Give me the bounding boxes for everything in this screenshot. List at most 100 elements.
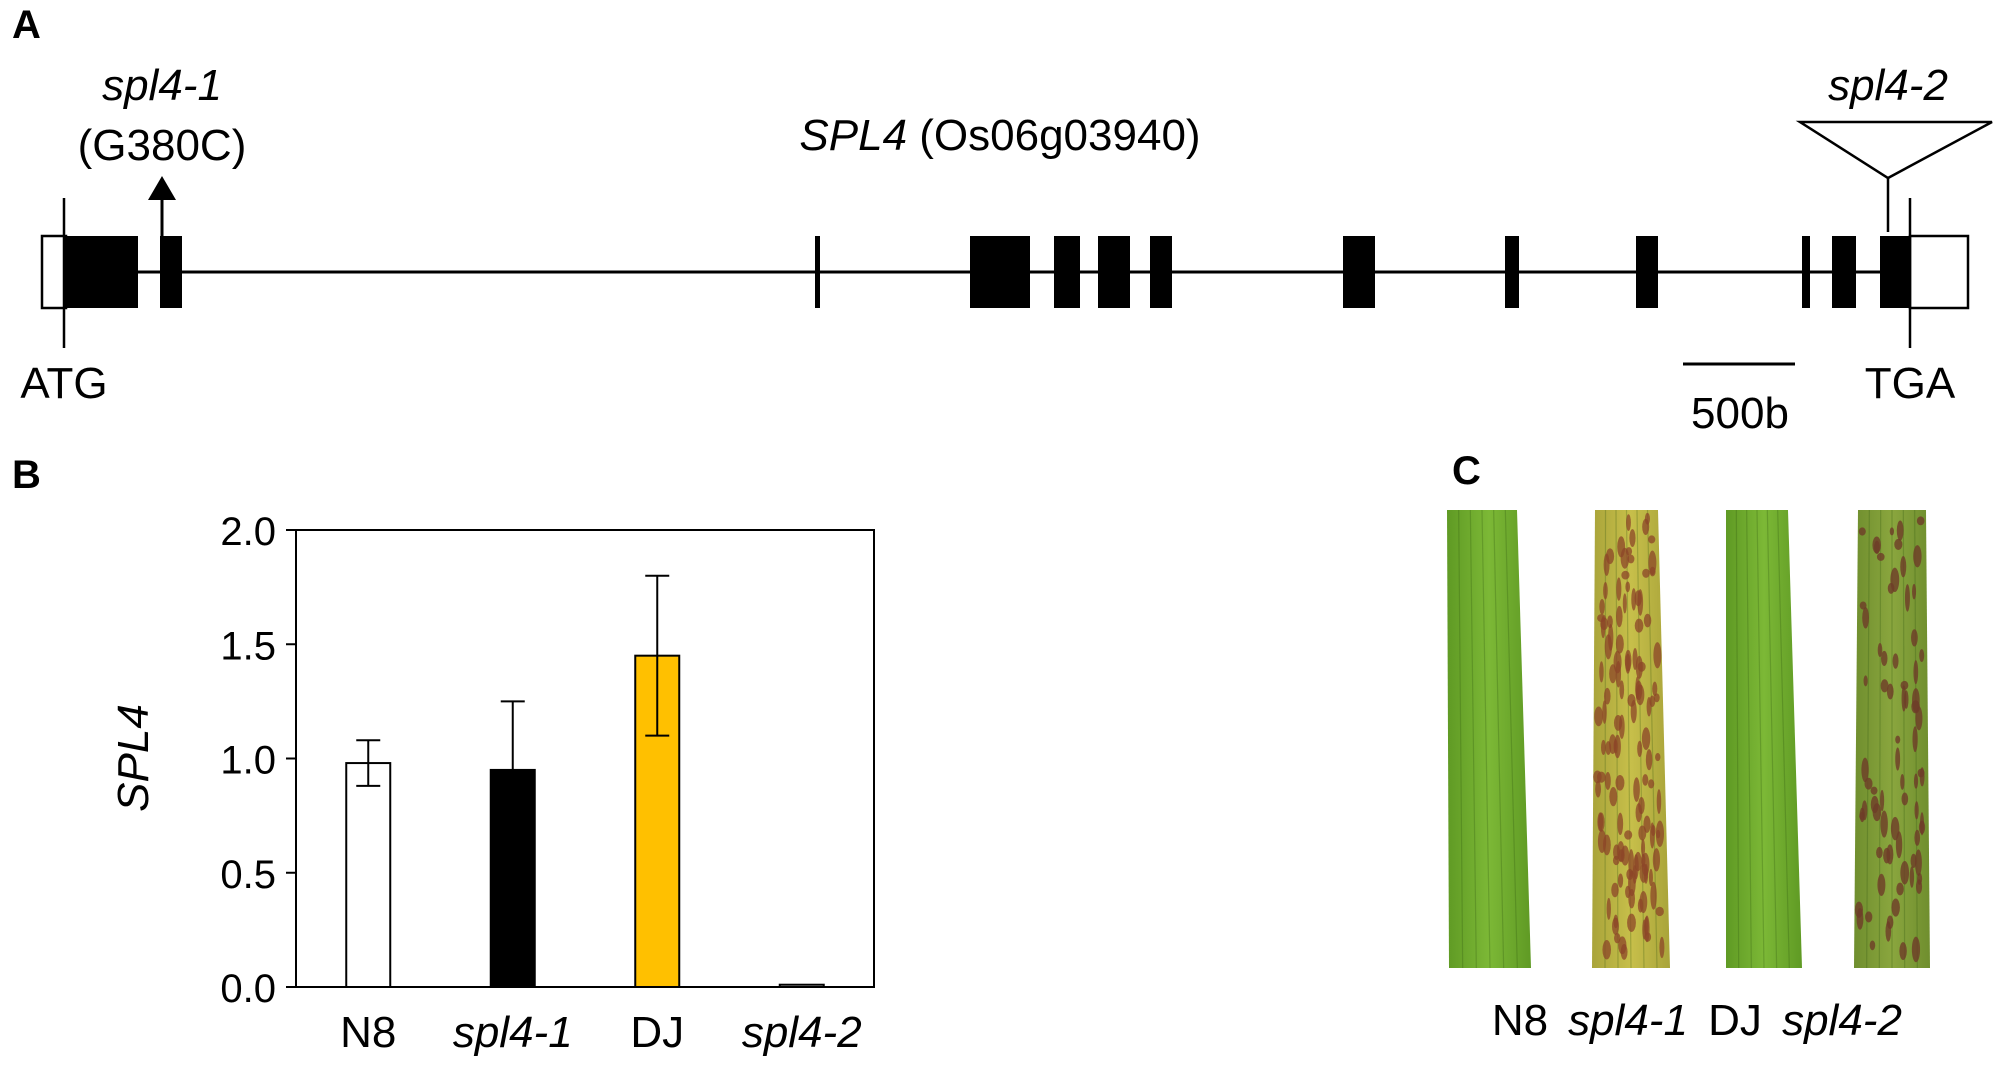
y-tick-label: 0.0 <box>220 967 276 1011</box>
leaf-vein <box>1902 509 1906 969</box>
lesion-spot <box>1637 898 1644 913</box>
leaf-vein <box>1735 509 1740 969</box>
lesion-spot <box>1880 810 1888 838</box>
lesion-spot <box>1626 868 1634 881</box>
lesion-spot <box>1900 860 1910 885</box>
lesion-spot <box>1613 739 1618 754</box>
leaf-vein <box>1777 509 1790 969</box>
exon <box>1802 236 1810 308</box>
lesion-spot <box>1641 853 1646 867</box>
lesion-spot <box>1886 915 1894 929</box>
lesion-spot <box>1648 550 1657 576</box>
lesion-spot <box>1909 866 1915 888</box>
lesion-spot <box>1599 661 1604 683</box>
lesion-spot <box>1865 911 1873 923</box>
lesion-spot <box>1854 901 1864 918</box>
exon <box>1636 236 1658 308</box>
exon <box>970 236 1030 308</box>
lesion-spot <box>1650 881 1657 910</box>
lesion-spot <box>1603 687 1611 705</box>
lesion-spot <box>1606 897 1611 920</box>
lesion-spot <box>1602 700 1607 724</box>
lesion-spot <box>1617 841 1625 862</box>
gene-title: SPL4 (Os06g03940) <box>799 111 1200 160</box>
lesion-spot <box>1633 777 1640 802</box>
lesion-spot <box>1594 706 1604 727</box>
x-tick-label: spl4-2 <box>742 1008 862 1057</box>
y-tick-label: 2.0 <box>220 510 276 554</box>
lesion-spot <box>1593 770 1602 784</box>
y-tick-label: 0.5 <box>220 853 276 897</box>
lesion-spot <box>1597 829 1607 854</box>
lesion-spot <box>1620 547 1630 569</box>
lesion-spot <box>1625 653 1631 674</box>
lesion-spot <box>1615 775 1625 791</box>
lesion-spot <box>1900 773 1905 790</box>
lesion-spot <box>1617 812 1624 836</box>
exon <box>160 236 182 308</box>
lesion-spot <box>1904 584 1910 612</box>
leaf-vein <box>1458 509 1464 969</box>
leaf <box>1854 510 1930 968</box>
lesion-spot <box>1616 605 1623 628</box>
lesion-spot <box>1649 695 1656 707</box>
bar <box>345 762 392 988</box>
lesion-spot <box>1634 851 1642 872</box>
lesion-spot <box>1913 545 1922 568</box>
lesion-spot <box>1914 801 1919 820</box>
lesion-spot <box>1890 816 1900 841</box>
exon <box>1054 236 1080 308</box>
bar <box>778 983 825 989</box>
lesion-spot <box>1912 726 1918 753</box>
leaf-label: DJ <box>1708 996 1762 1045</box>
utr-5 <box>40 234 68 310</box>
leaf-labels: N8 spl4-1 DJ spl4-2 <box>1492 996 1902 1045</box>
x-tick-label: spl4-1 <box>453 1008 573 1057</box>
lesion-spot <box>1886 683 1894 700</box>
lesion-spot <box>1912 583 1917 600</box>
panel-a: A spl4-1 (G380C) SPL4 (Os06g03940) spl4-… <box>12 3 1993 438</box>
gene-id: (Os06g03940) <box>907 111 1201 160</box>
x-axis-labels: N8 spl4-1 DJ spl4-2 <box>340 1008 862 1057</box>
x-tick-label: DJ <box>630 1008 684 1057</box>
lesion-spot <box>1870 786 1878 795</box>
leaf <box>1726 510 1802 968</box>
lesion-spot <box>1603 553 1610 576</box>
exon <box>815 236 820 308</box>
lesion-spot <box>1863 675 1868 687</box>
gene-name: SPL4 <box>799 111 907 160</box>
lesion-spot <box>1642 518 1650 536</box>
lesion-spot <box>1620 944 1628 960</box>
lesion-spot <box>1597 812 1604 832</box>
panel-c-letter: C <box>1452 449 1481 493</box>
lesion-spot <box>1626 514 1631 531</box>
lesion-spot <box>1916 516 1925 526</box>
lesion-spot <box>1883 847 1891 864</box>
lesion-spot <box>1609 664 1617 684</box>
mutation1-name: spl4-1 <box>102 61 222 110</box>
lesion-spot <box>1655 906 1664 917</box>
panel-c: C N8 spl4-1 DJ spl4-2 <box>1447 449 1930 1045</box>
lesion-spot <box>1622 593 1627 614</box>
bars <box>345 654 825 989</box>
leaf-vein <box>1481 509 1491 969</box>
lesion-spot <box>1912 688 1920 713</box>
y-tick-label: 1.0 <box>220 739 276 783</box>
panel-b-letter: B <box>12 453 41 497</box>
lesion-spot <box>1652 848 1661 872</box>
lesion-spot <box>1910 853 1917 868</box>
leaf-label: N8 <box>1492 996 1548 1045</box>
lesion-spot <box>1634 618 1644 633</box>
lesion-spot <box>1656 789 1662 814</box>
lesion-spot <box>1919 649 1925 662</box>
lesion-spot <box>1896 520 1904 541</box>
exon <box>1150 236 1172 308</box>
lesion-spot <box>1632 865 1637 884</box>
exon <box>1505 236 1519 308</box>
exon <box>1343 236 1375 308</box>
lesion-spot <box>1635 803 1642 823</box>
lesion-spot <box>1611 882 1619 898</box>
lesion-spot <box>1915 879 1923 894</box>
lesion-spot <box>1869 940 1876 951</box>
leaf-label: spl4-1 <box>1568 996 1688 1045</box>
